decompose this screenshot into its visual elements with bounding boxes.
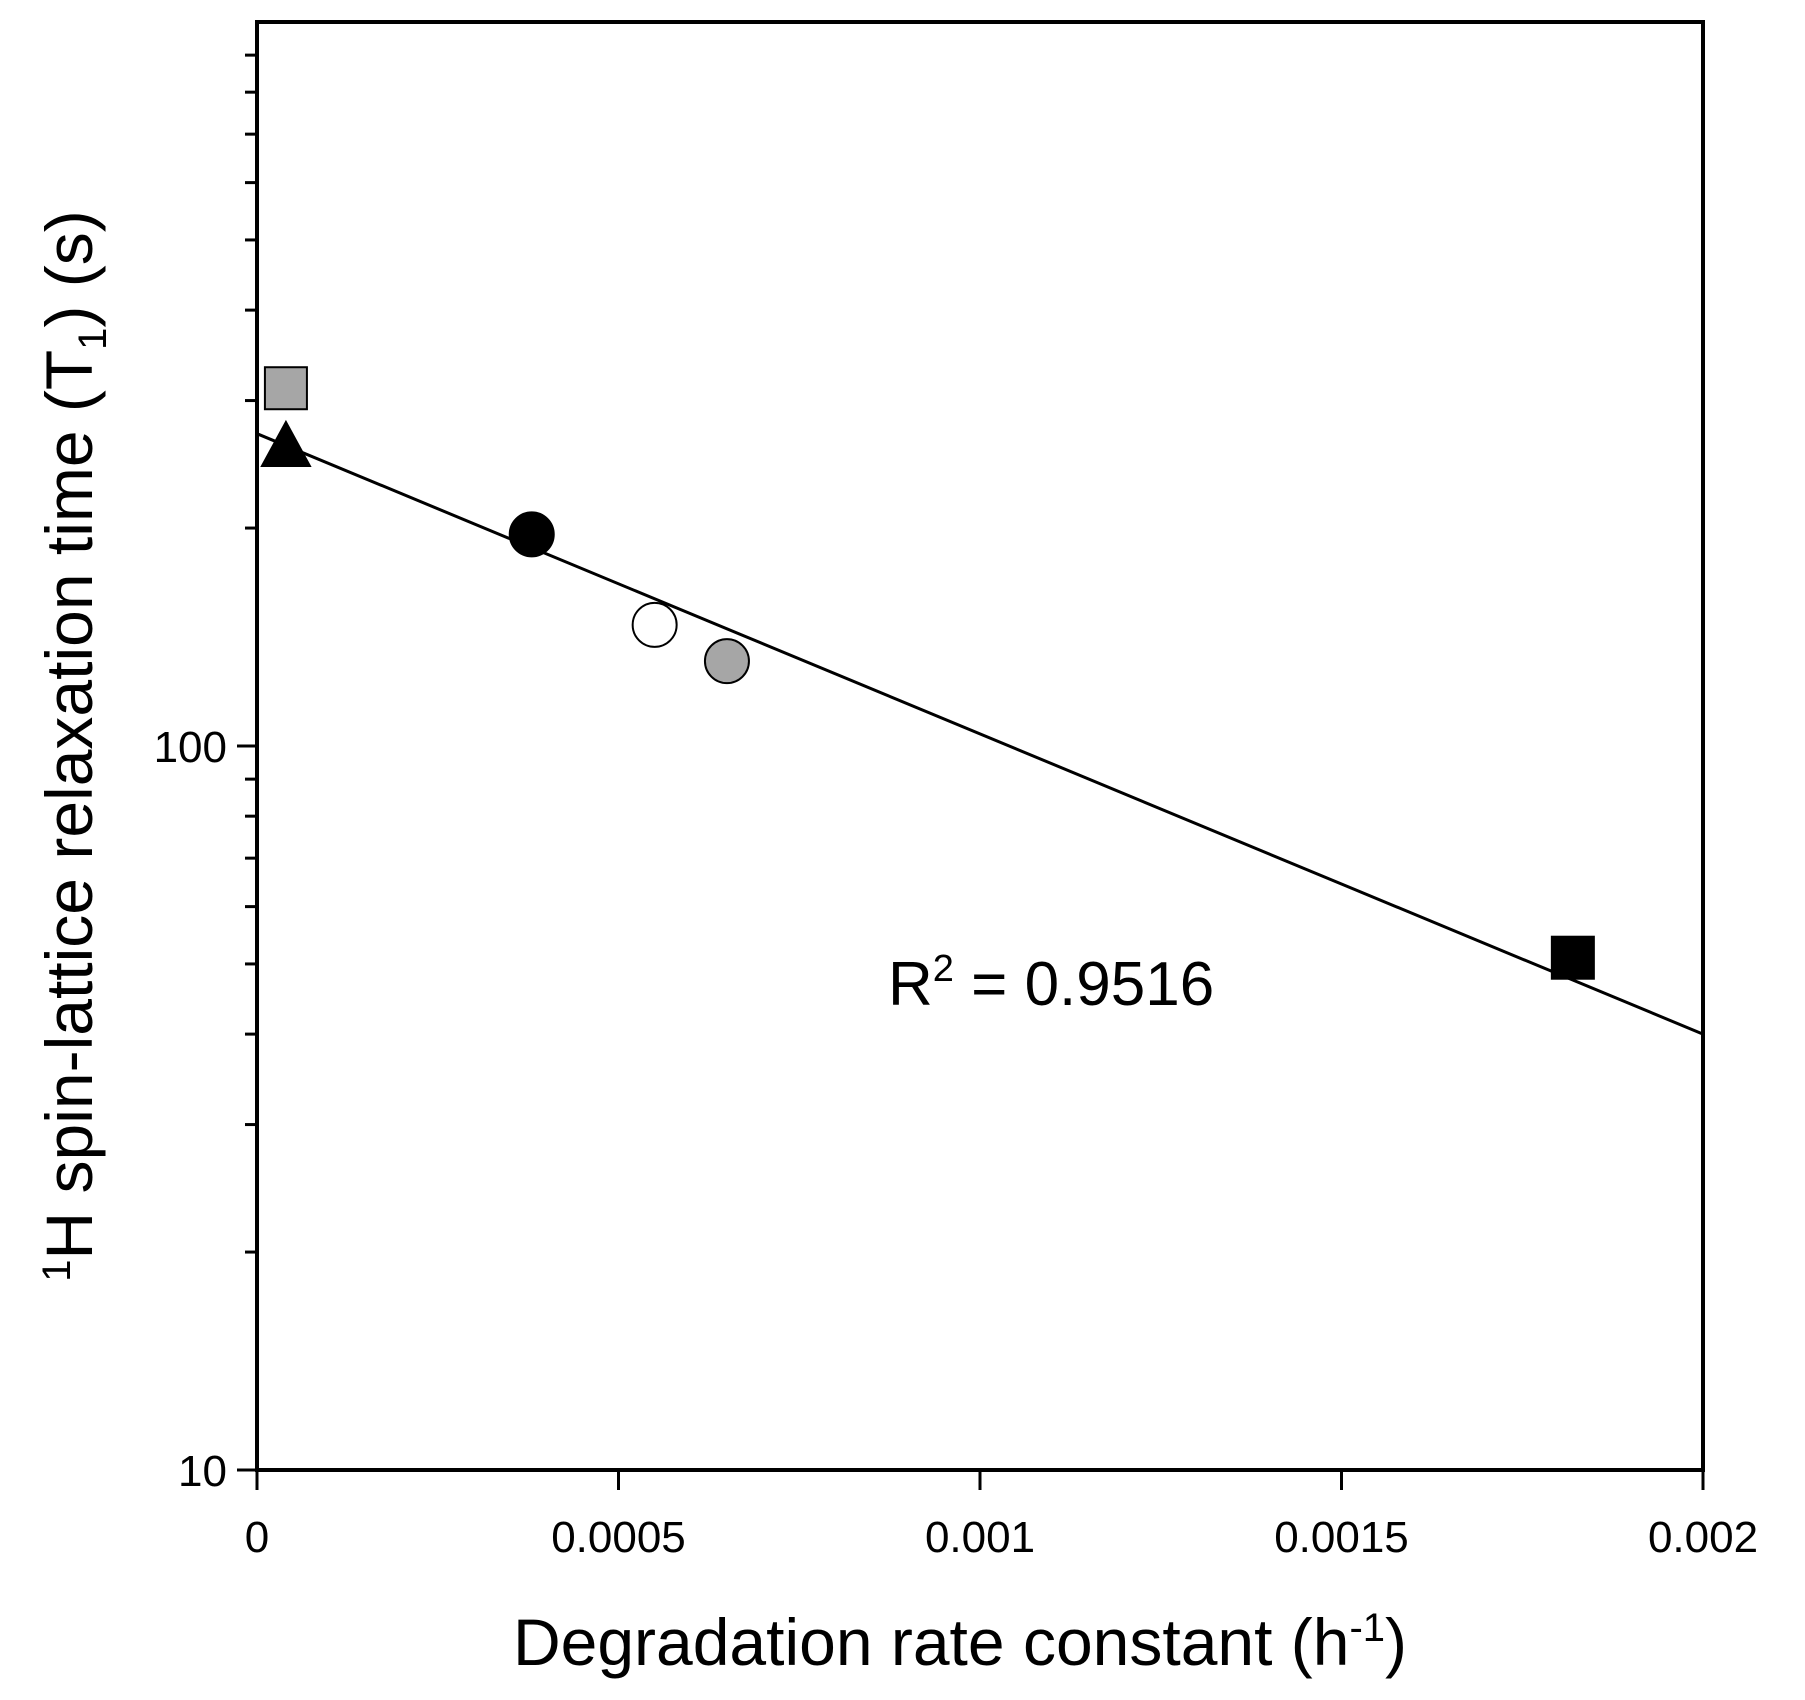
x-tick-label: 0.0015 (1274, 1513, 1409, 1562)
x-axis-title-sup: -1 (1349, 1606, 1385, 1650)
plot-frame (255, 20, 1705, 1472)
x-tick-label: 0 (245, 1513, 269, 1562)
y-axis-title-sup: 1 (35, 1259, 79, 1281)
r-squared-value: = 0.9516 (954, 950, 1214, 1019)
data-point-gray-square (263, 366, 308, 411)
r-squared-sup: 2 (933, 948, 954, 990)
tick-labels: 10 100 0 0.0005 0.001 0.0015 0.002 (154, 723, 1758, 1562)
x-tick-label: 0.001 (925, 1513, 1035, 1562)
x-axis-title-close: ) (1385, 1605, 1407, 1679)
x-axis-title-main: Degradation rate constant (h (513, 1605, 1350, 1679)
r-squared-letter: R (888, 950, 933, 1019)
y-axis-title-sub: 1 (71, 328, 115, 350)
data-points (260, 366, 1595, 980)
data-point-white-circle (631, 601, 678, 648)
r-squared-annotation: R2 = 0.9516 (888, 948, 1214, 1019)
x-tick-label: 0.0005 (551, 1513, 686, 1562)
x-tick-label: 0.002 (1648, 1513, 1758, 1562)
y-tick-label: 100 (154, 723, 227, 772)
data-point-gray-circle (703, 638, 750, 685)
data-point-black-circle (508, 511, 555, 558)
data-point-black-square (1550, 935, 1595, 980)
y-tick-label: 10 (178, 1447, 227, 1496)
data-point-black-triangle (260, 419, 312, 467)
regression-line (256, 432, 1704, 1036)
y-axis-title-end: ) (s) (32, 210, 106, 327)
y-axis-title-main: H spin-lattice relaxation time (T (32, 350, 106, 1260)
axis-ticks (237, 744, 1705, 1490)
x-axis-title: Degradation rate constant (h-1) (513, 1605, 1407, 1679)
y-axis-title: 1H spin-lattice relaxation time (T1) (s) (32, 210, 115, 1281)
